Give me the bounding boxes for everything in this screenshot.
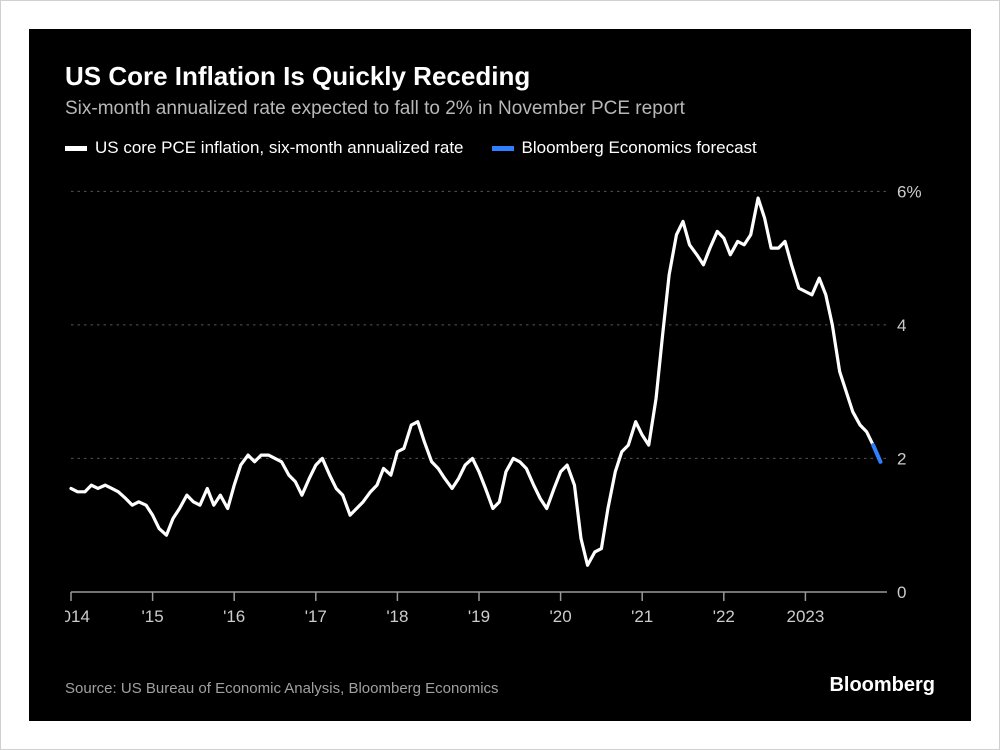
svg-text:'18: '18 [386, 607, 408, 626]
series-core_pce [71, 198, 873, 565]
legend-item: US core PCE inflation, six-month annuali… [65, 138, 464, 158]
svg-text:'19: '19 [468, 607, 490, 626]
svg-text:'20: '20 [550, 607, 572, 626]
legend-swatch [492, 146, 514, 151]
svg-text:'16: '16 [223, 607, 245, 626]
legend-swatch [65, 146, 87, 151]
series-forecast [873, 445, 880, 462]
plot-area: 0 2 4 6% 2014 '15 '16 '17 '18 '19 '20 '21 '22 2023 [65, 172, 935, 654]
svg-text:'15: '15 [142, 607, 164, 626]
svg-text:2023: 2023 [786, 607, 824, 626]
chart-title: US Core Inflation Is Quickly Receding [65, 61, 935, 92]
plot-svg: 0 2 4 6% 2014 '15 '16 '17 '18 '19 '20 '21 '22 2023 [65, 172, 935, 654]
svg-text:2014: 2014 [65, 607, 90, 626]
svg-text:0: 0 [897, 583, 906, 602]
source-text: Source: US Bureau of Economic Analysis, … [65, 680, 499, 697]
legend-label: Bloomberg Economics forecast [522, 138, 757, 158]
svg-text:'21: '21 [631, 607, 653, 626]
chart-subtitle: Six-month annualized rate expected to fa… [65, 98, 935, 120]
legend-label: US core PCE inflation, six-month annuali… [95, 138, 464, 158]
footer: Source: US Bureau of Economic Analysis, … [65, 674, 935, 697]
svg-text:2: 2 [897, 449, 906, 468]
svg-text:6%: 6% [897, 182, 922, 201]
brand-label: Bloomberg [829, 674, 935, 697]
outer-frame: US Core Inflation Is Quickly Receding Si… [0, 0, 1000, 750]
legend: US core PCE inflation, six-month annuali… [65, 138, 935, 158]
legend-item: Bloomberg Economics forecast [492, 138, 757, 158]
chart-card: US Core Inflation Is Quickly Receding Si… [29, 29, 971, 721]
svg-text:4: 4 [897, 316, 906, 335]
svg-text:'22: '22 [713, 607, 735, 626]
svg-text:'17: '17 [305, 607, 327, 626]
